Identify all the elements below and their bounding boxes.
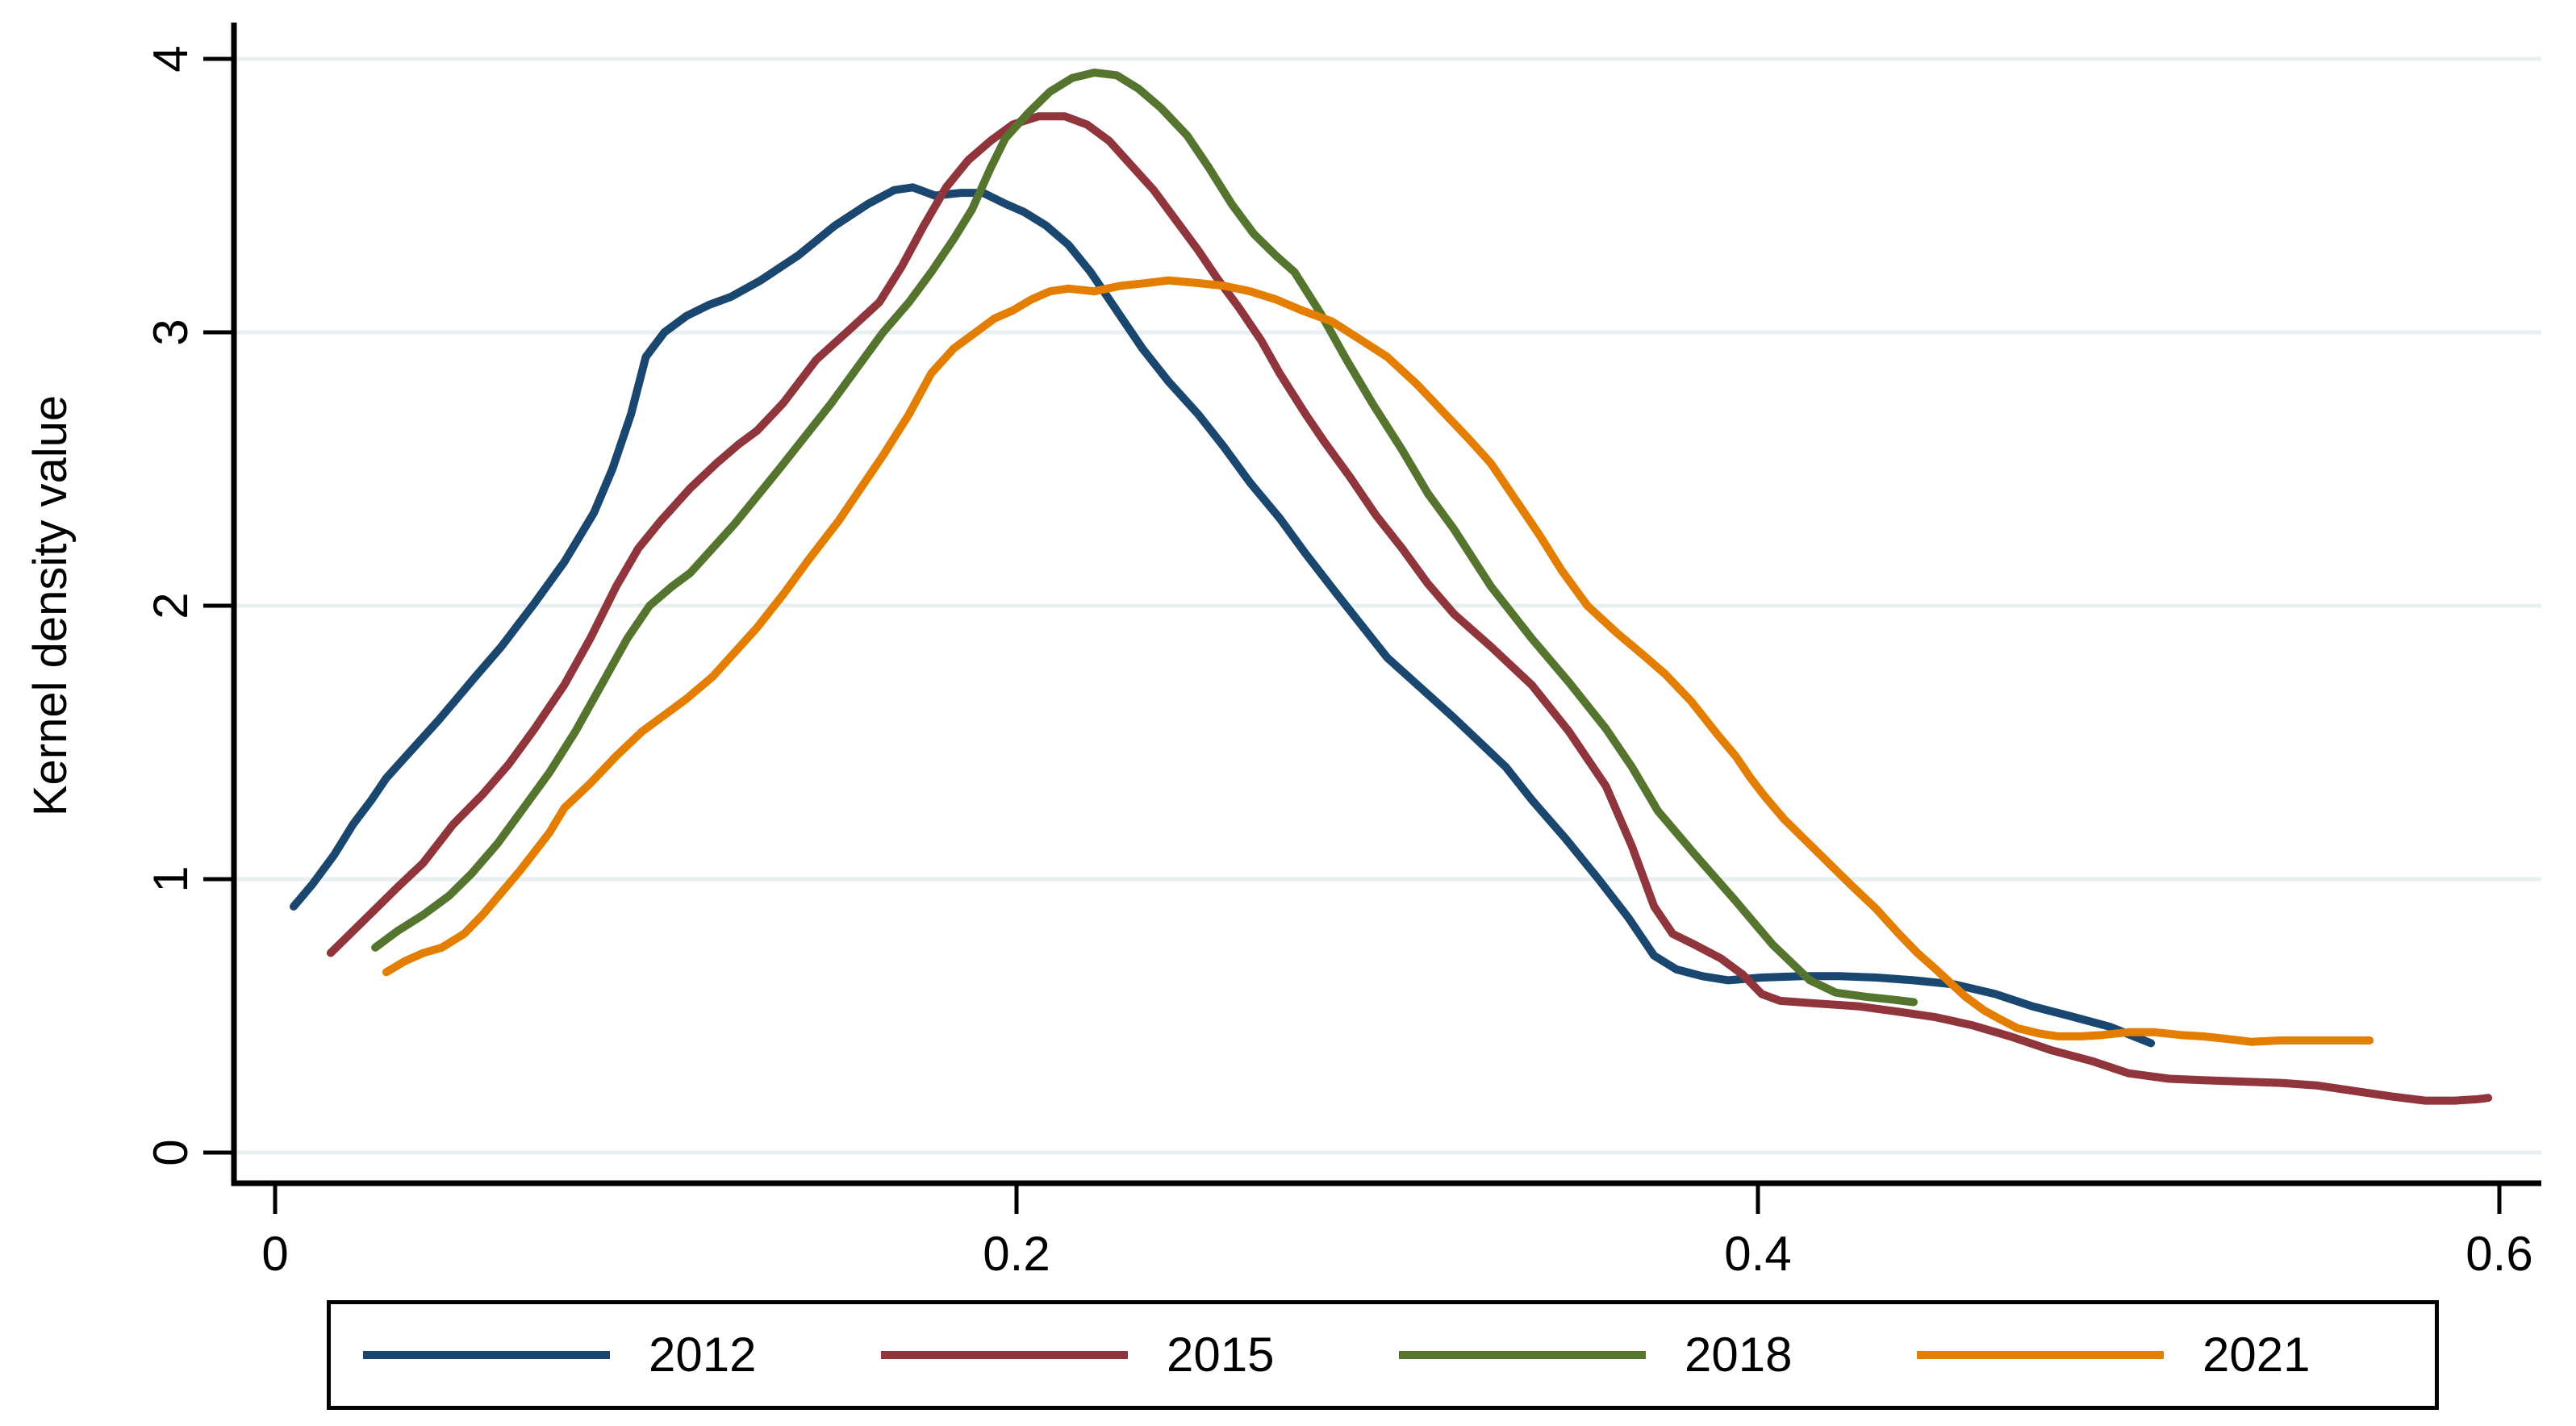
x-tick-label: 0.6 xyxy=(2465,1227,2532,1281)
series-line-2012 xyxy=(290,183,2156,1048)
legend: 2012 2015 2018 2021 xyxy=(327,1300,2439,1410)
legend-label-2012: 2012 xyxy=(649,1328,757,1382)
series-line-2021 xyxy=(382,276,2374,1046)
y-tick-label: 1 xyxy=(144,865,198,892)
series-line-2015 xyxy=(326,112,2493,1105)
y-axis-title: Kernel density value xyxy=(24,395,77,816)
legend-label-2018: 2018 xyxy=(1685,1328,1793,1382)
x-tick-label: 0 xyxy=(261,1227,288,1281)
legend-label-2021: 2021 xyxy=(2202,1328,2311,1382)
legend-line-swatch-2018 xyxy=(1399,1351,1646,1359)
legend-line-swatch-2015 xyxy=(881,1351,1128,1359)
legend-item-2018: 2018 xyxy=(1399,1331,1917,1379)
y-tick-label: 3 xyxy=(144,319,198,345)
x-tick-label: 0.4 xyxy=(1724,1227,1791,1281)
legend-line-swatch-2012 xyxy=(363,1351,610,1359)
legend-item-2015: 2015 xyxy=(881,1331,1399,1379)
series-line-2018 xyxy=(371,69,1918,1007)
legend-line-swatch-2021 xyxy=(1917,1351,2164,1359)
y-tick-label: 0 xyxy=(144,1139,198,1165)
legend-item-2021: 2021 xyxy=(1917,1331,2435,1379)
legend-label-2015: 2015 xyxy=(1167,1328,1275,1382)
legend-item-2012: 2012 xyxy=(363,1331,881,1379)
x-tick-label: 0.2 xyxy=(983,1227,1050,1281)
y-tick-label: 4 xyxy=(144,45,198,72)
y-tick-label: 2 xyxy=(144,592,198,619)
